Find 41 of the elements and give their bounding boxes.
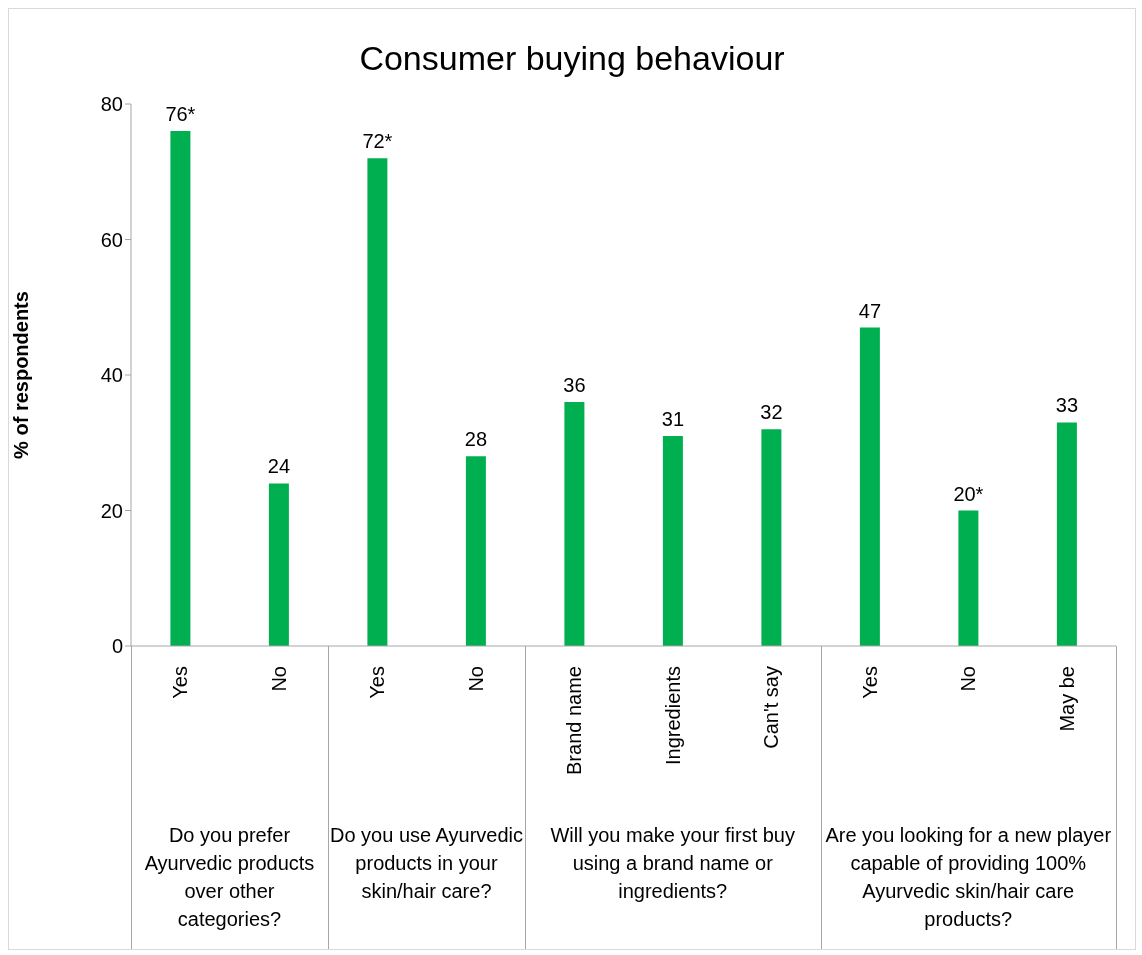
bar <box>268 483 289 646</box>
bar <box>564 402 585 646</box>
data-label: 47 <box>858 299 882 322</box>
data-label: 31 <box>661 407 685 430</box>
x-tick-label: May be <box>1055 666 1078 732</box>
x-tick-label: No <box>267 666 290 692</box>
data-label: 28 <box>464 428 488 451</box>
y-tick-label: 0 <box>111 635 123 658</box>
x-tick-label: Yes <box>366 666 389 699</box>
x-tick-label: Can't say <box>760 666 783 749</box>
x-tick-label: No <box>957 666 980 692</box>
bar <box>662 435 683 646</box>
data-label: 72* <box>362 130 393 153</box>
x-tick-label: Brand name <box>563 666 586 775</box>
bar <box>465 456 486 646</box>
data-label: 33 <box>1055 394 1079 417</box>
bar <box>958 510 979 646</box>
y-tick-label: 80 <box>100 93 123 116</box>
x-tick-label: Yes <box>169 666 192 699</box>
bar <box>170 131 191 646</box>
x-tick-label: Ingredients <box>661 666 684 765</box>
data-label: 36 <box>563 374 586 397</box>
x-tick-label: No <box>464 666 487 692</box>
bar <box>761 429 782 646</box>
y-tick-label: 60 <box>100 228 123 251</box>
x-tick-label: Yes <box>858 666 881 699</box>
text: Will you make your first buy using a brand name or ingredients? <box>549 823 796 904</box>
data-label: 24 <box>267 455 291 478</box>
bar <box>859 327 880 646</box>
y-axis-title: % of respondents <box>10 291 33 459</box>
text: Do you prefer Ayurvedic products over other categories? <box>143 823 316 932</box>
data-label: 76* <box>165 103 196 126</box>
bar <box>367 158 388 646</box>
bar <box>1056 422 1077 646</box>
text: Do you use Ayurvedic products in your skin/hair care? <box>328 823 525 904</box>
data-label: 20* <box>953 482 984 505</box>
data-label: 32 <box>760 401 783 424</box>
y-tick-label: 40 <box>100 364 123 387</box>
chart-title: Consumer buying behaviour <box>358 39 786 78</box>
text: Are you looking for a new player capable of providing 100% Ayurvedic skin/hair care products? <box>824 823 1113 932</box>
y-tick-label: 20 <box>100 499 123 522</box>
